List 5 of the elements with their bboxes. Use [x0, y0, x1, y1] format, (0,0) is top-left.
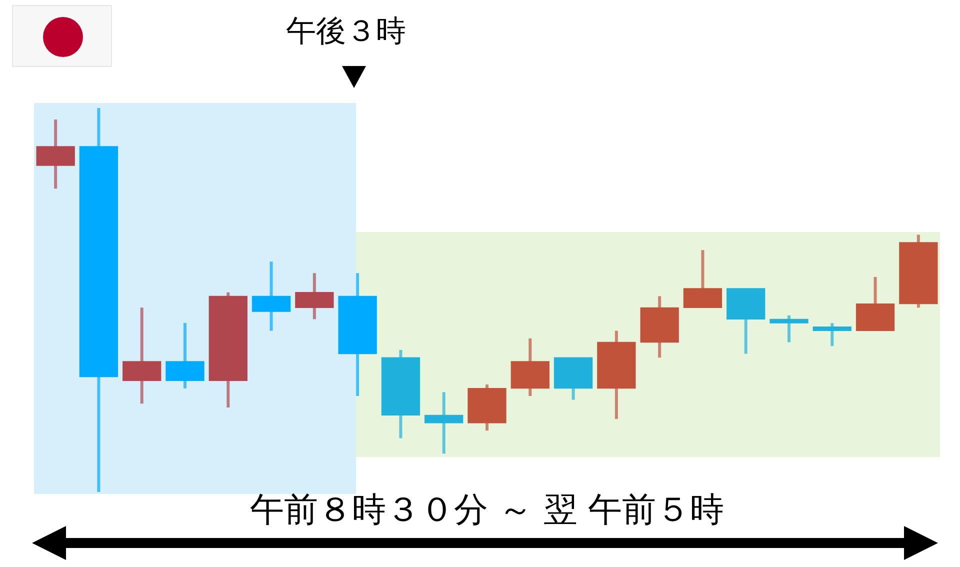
candlestick [812, 323, 852, 346]
candlestick [424, 392, 464, 454]
annotation: 午前８時３０分 ～ 翌 午前５時 [250, 490, 724, 530]
text: 午後３時 [286, 14, 406, 49]
candlestick [770, 315, 808, 342]
